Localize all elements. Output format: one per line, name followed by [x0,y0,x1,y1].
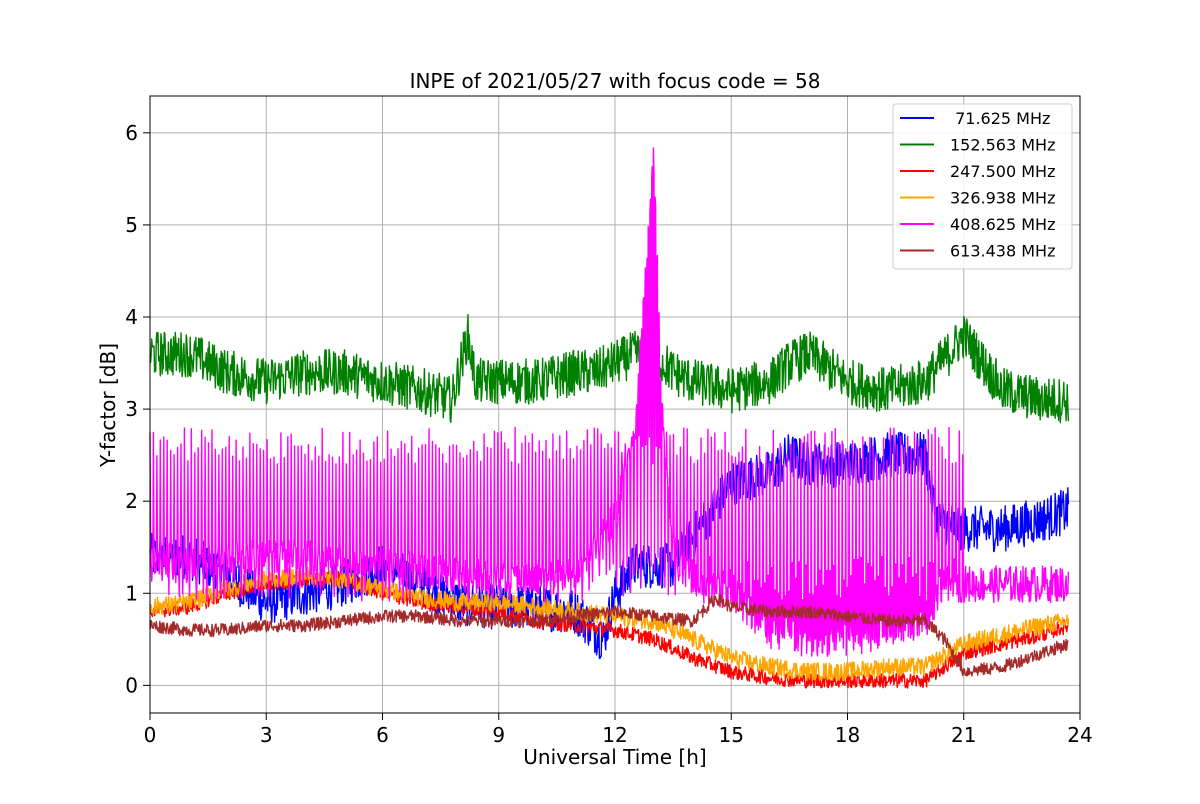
y-tick-label: 5 [125,213,138,237]
x-tick-label: 9 [492,723,505,747]
y-tick-label: 3 [125,397,138,421]
series-layer [149,147,1070,689]
x-axis-label: Universal Time [h] [523,745,706,769]
x-tick-label: 15 [719,723,744,747]
series-line-1 [149,313,1070,424]
y-axis-ticks: 0 1 2 3 4 5 6 [125,121,150,697]
chart-title: INPE of 2021/05/27 with focus code = 58 [410,69,821,93]
series-line-4 [149,147,1070,657]
legend-label: 247.500 MHz [950,162,1055,181]
y-tick-label: 2 [125,489,138,513]
legend-label: 71.625 MHz [950,109,1050,128]
x-tick-label: 6 [376,723,389,747]
x-tick-label: 12 [602,723,627,747]
y-tick-label: 4 [125,305,138,329]
series-line-5 [149,593,1069,677]
y-tick-label: 1 [125,581,138,605]
x-axis-ticks: 0 3 6 9 12 15 18 21 24 [144,713,1093,747]
legend-label: 152.563 MHz [950,136,1055,155]
legend-label: 613.438 MHz [950,242,1055,261]
legend-label: 326.938 MHz [950,189,1055,208]
y-axis-label: Y-factor [dB] [96,343,120,468]
x-tick-label: 21 [951,723,976,747]
legend-box [892,103,1073,270]
x-tick-label: 24 [1067,723,1092,747]
y-tick-label: 6 [125,121,138,145]
x-tick-label: 18 [835,723,860,747]
legend: 71.625 MHz 152.563 MHz 247.500 MHz 326.938 … [892,103,1073,270]
legend-label: 408.625 MHz [950,215,1055,234]
x-tick-label: 0 [144,723,157,747]
y-tick-label: 0 [125,673,138,697]
x-tick-label: 3 [260,723,273,747]
